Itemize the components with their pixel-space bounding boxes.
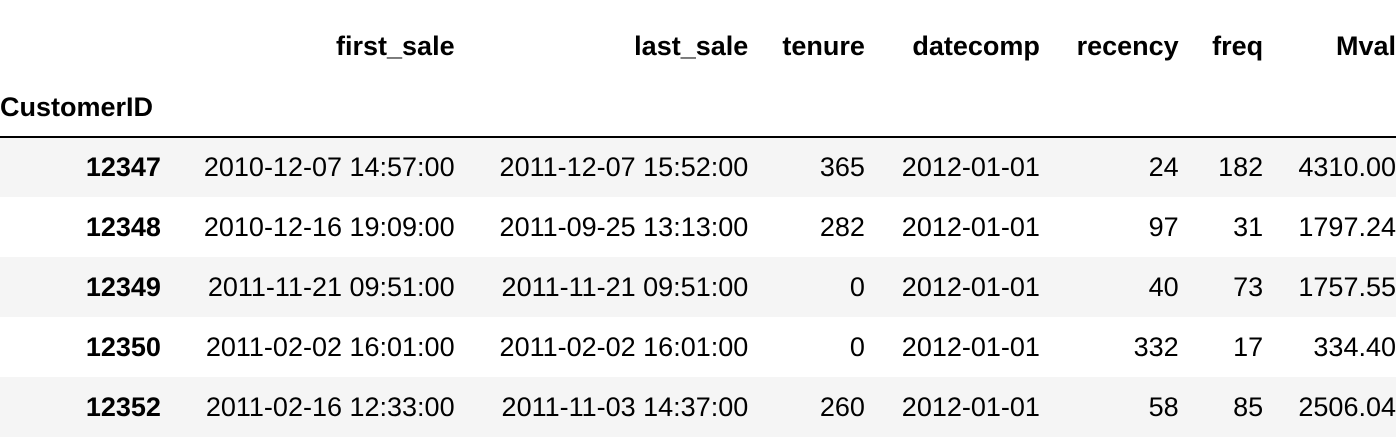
column-header-freq: freq: [1212, 30, 1264, 61]
table-row: 12352 2011-02-16 12:33:00 2011-11-03 14:…: [0, 377, 1396, 437]
column-header-first-sale: first_sale: [336, 30, 455, 61]
cell-recency: 332: [1133, 331, 1179, 362]
cell-recency: 58: [1148, 391, 1179, 422]
cell-recency: 40: [1148, 271, 1179, 302]
index-name-label: CustomerID: [0, 92, 154, 122]
cell-freq: 73: [1233, 271, 1264, 302]
dataframe-table: first_sale last_sale tenure datecomp rec…: [0, 0, 1396, 437]
cell-mval: 1797.24: [1298, 211, 1396, 242]
column-header-row: first_sale last_sale tenure datecomp rec…: [0, 0, 1396, 92]
cell-mval: 334.40: [1313, 331, 1396, 362]
cell-first-sale: 2011-11-21 09:51:00: [207, 271, 455, 302]
cell-tenure: 260: [819, 391, 865, 422]
row-index: 12352: [85, 391, 161, 422]
cell-datecomp: 2012-01-01: [901, 211, 1040, 242]
cell-tenure: 365: [819, 152, 865, 182]
cell-last-sale: 2011-12-07 15:52:00: [499, 152, 749, 182]
cell-first-sale: 2010-12-16 19:09:00: [203, 211, 455, 242]
cell-freq: 17: [1233, 331, 1264, 362]
column-header-recency: recency: [1076, 30, 1179, 61]
cell-recency: 97: [1148, 211, 1179, 242]
index-row-blank: [455, 92, 749, 137]
cell-datecomp: 2012-01-01: [901, 152, 1040, 182]
cell-datecomp: 2012-01-01: [901, 331, 1040, 362]
table-row: 12347 2010-12-07 14:57:00 2011-12-07 15:…: [0, 137, 1396, 197]
column-header-last-sale: last_sale: [634, 30, 749, 61]
table-header: first_sale last_sale tenure datecomp rec…: [0, 0, 1396, 137]
cell-last-sale: 2011-11-21 09:51:00: [501, 271, 749, 302]
index-row-blank: [748, 92, 865, 137]
cell-tenure: 282: [819, 211, 865, 242]
row-index: 12348: [85, 211, 161, 242]
row-index: 12349: [85, 271, 161, 302]
row-index: 12350: [85, 331, 161, 362]
table-row: 12350 2011-02-02 16:01:00 2011-02-02 16:…: [0, 317, 1396, 377]
cell-mval: 4310.00: [1298, 152, 1396, 182]
cell-tenure: 0: [849, 331, 865, 362]
column-header-datecomp: datecomp: [912, 30, 1040, 61]
cell-recency: 24: [1148, 152, 1179, 182]
cell-last-sale: 2011-11-03 14:37:00: [501, 391, 749, 422]
row-index: 12347: [85, 152, 161, 182]
cell-last-sale: 2011-02-02 16:01:00: [499, 331, 749, 362]
index-row-blank: [1263, 92, 1396, 137]
cell-mval: 2506.04: [1298, 391, 1396, 422]
cell-first-sale: 2011-02-02 16:01:00: [205, 331, 455, 362]
cell-freq: 182: [1218, 152, 1264, 182]
table-row: 12348 2010-12-16 19:09:00 2011-09-25 13:…: [0, 197, 1396, 257]
index-row-blank: [161, 92, 455, 137]
cell-datecomp: 2012-01-01: [901, 271, 1040, 302]
index-row-blank: [865, 92, 1040, 137]
index-name-row: CustomerID: [0, 92, 1396, 137]
cell-last-sale: 2011-09-25 13:13:00: [499, 211, 749, 242]
column-header-mval: Mval: [1335, 30, 1396, 61]
table-row: 12349 2011-11-21 09:51:00 2011-11-21 09:…: [0, 257, 1396, 317]
cell-freq: 85: [1233, 391, 1264, 422]
index-row-blank: [1179, 92, 1263, 137]
cell-mval: 1757.55: [1298, 271, 1396, 302]
cell-first-sale: 2011-02-16 12:33:00: [205, 391, 455, 422]
cell-datecomp: 2012-01-01: [901, 391, 1040, 422]
column-header-tenure: tenure: [782, 30, 865, 61]
table-body: 12347 2010-12-07 14:57:00 2011-12-07 15:…: [0, 137, 1396, 437]
cell-freq: 31: [1233, 211, 1264, 242]
cell-first-sale: 2010-12-07 14:57:00: [203, 152, 455, 182]
cell-tenure: 0: [849, 271, 865, 302]
index-row-blank: [1040, 92, 1179, 137]
header-blank-cell: [0, 0, 161, 92]
